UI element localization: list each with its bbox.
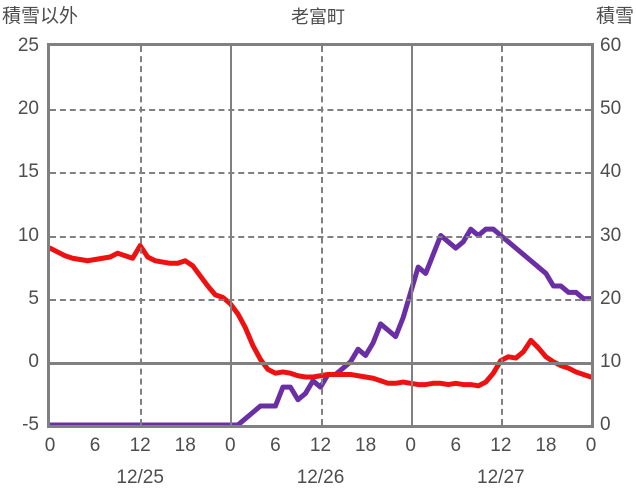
x-tick-label: 0 [585,435,597,456]
day-label: 12/25 [116,467,164,488]
left-tick-label: 0 [28,350,39,372]
right-tick-label: 50 [600,98,622,120]
day-boundary-line [410,46,413,425]
left-tick-label: 20 [17,98,39,120]
x-tick-label: 6 [270,435,281,456]
x-tick-label: 12 [490,435,512,456]
vertical-gridline [140,46,143,425]
right-tick-label: 0 [600,414,611,435]
x-tick-label: 18 [174,435,196,456]
right-tick-label: 40 [600,161,622,183]
x-tick-label: 0 [44,435,56,456]
x-tick-label: 18 [355,435,377,456]
vertical-gridline [320,46,323,425]
x-tick-label: 6 [89,435,101,456]
left-axis-title: 積雪以外 [2,6,79,27]
right-tick-label: 20 [600,287,622,309]
day-boundary-line [230,46,233,425]
x-tick-label: 12 [129,435,151,456]
day-label: 12/26 [296,467,345,488]
plot-inner [50,46,591,425]
chart-title: 老富町 [291,7,345,27]
x-tick-label: 12 [309,435,332,456]
x-tick-label: 6 [450,435,462,456]
left-tick-label: 10 [17,224,39,246]
plot-area [47,43,594,428]
left-tick-label: 25 [17,35,39,56]
right-tick-label: 60 [600,35,622,56]
vertical-gridline [500,46,503,425]
left-tick-label: 15 [17,161,39,183]
right-axis-title: 積雪 [595,6,634,27]
left-tick-label: -5 [22,414,39,435]
x-tick-label: 0 [225,435,236,456]
right-tick-label: 10 [600,350,622,372]
right-tick-label: 30 [600,224,622,246]
day-label: 12/27 [477,467,525,488]
left-tick-label: 5 [28,287,39,309]
x-tick-label: 0 [405,435,416,456]
x-tick-label: 18 [535,435,557,456]
